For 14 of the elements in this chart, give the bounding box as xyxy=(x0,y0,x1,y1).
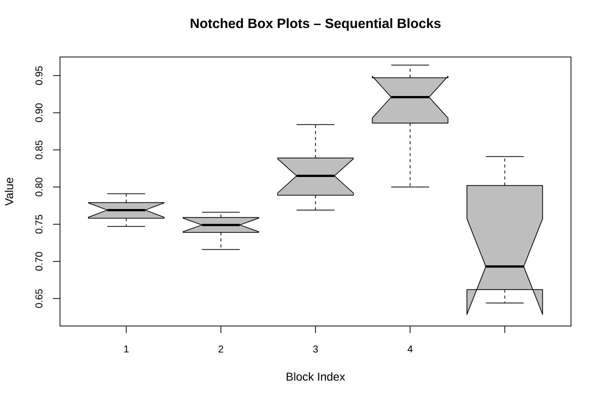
chart-title: Notched Box Plots – Sequential Blocks xyxy=(190,18,441,31)
y-tick-label: 0.85 xyxy=(35,140,42,160)
y-axis-title: Value xyxy=(4,178,14,206)
x-axis-title: Block Index xyxy=(286,372,346,381)
x-tick-label: 2 xyxy=(218,346,224,352)
y-tick-label: 0.95 xyxy=(35,66,42,85)
x-tick-label: 4 xyxy=(408,346,413,352)
y-tick-label: 0.90 xyxy=(35,103,42,122)
y-tick-label: 0.65 xyxy=(35,289,42,308)
y-tick-label: 0.70 xyxy=(35,252,42,271)
x-tick-label: 3 xyxy=(313,346,318,353)
y-tick-label: 0.75 xyxy=(35,214,42,234)
y-tick-label: 0.80 xyxy=(35,178,42,196)
x-tick-label: 1 xyxy=(124,346,129,352)
